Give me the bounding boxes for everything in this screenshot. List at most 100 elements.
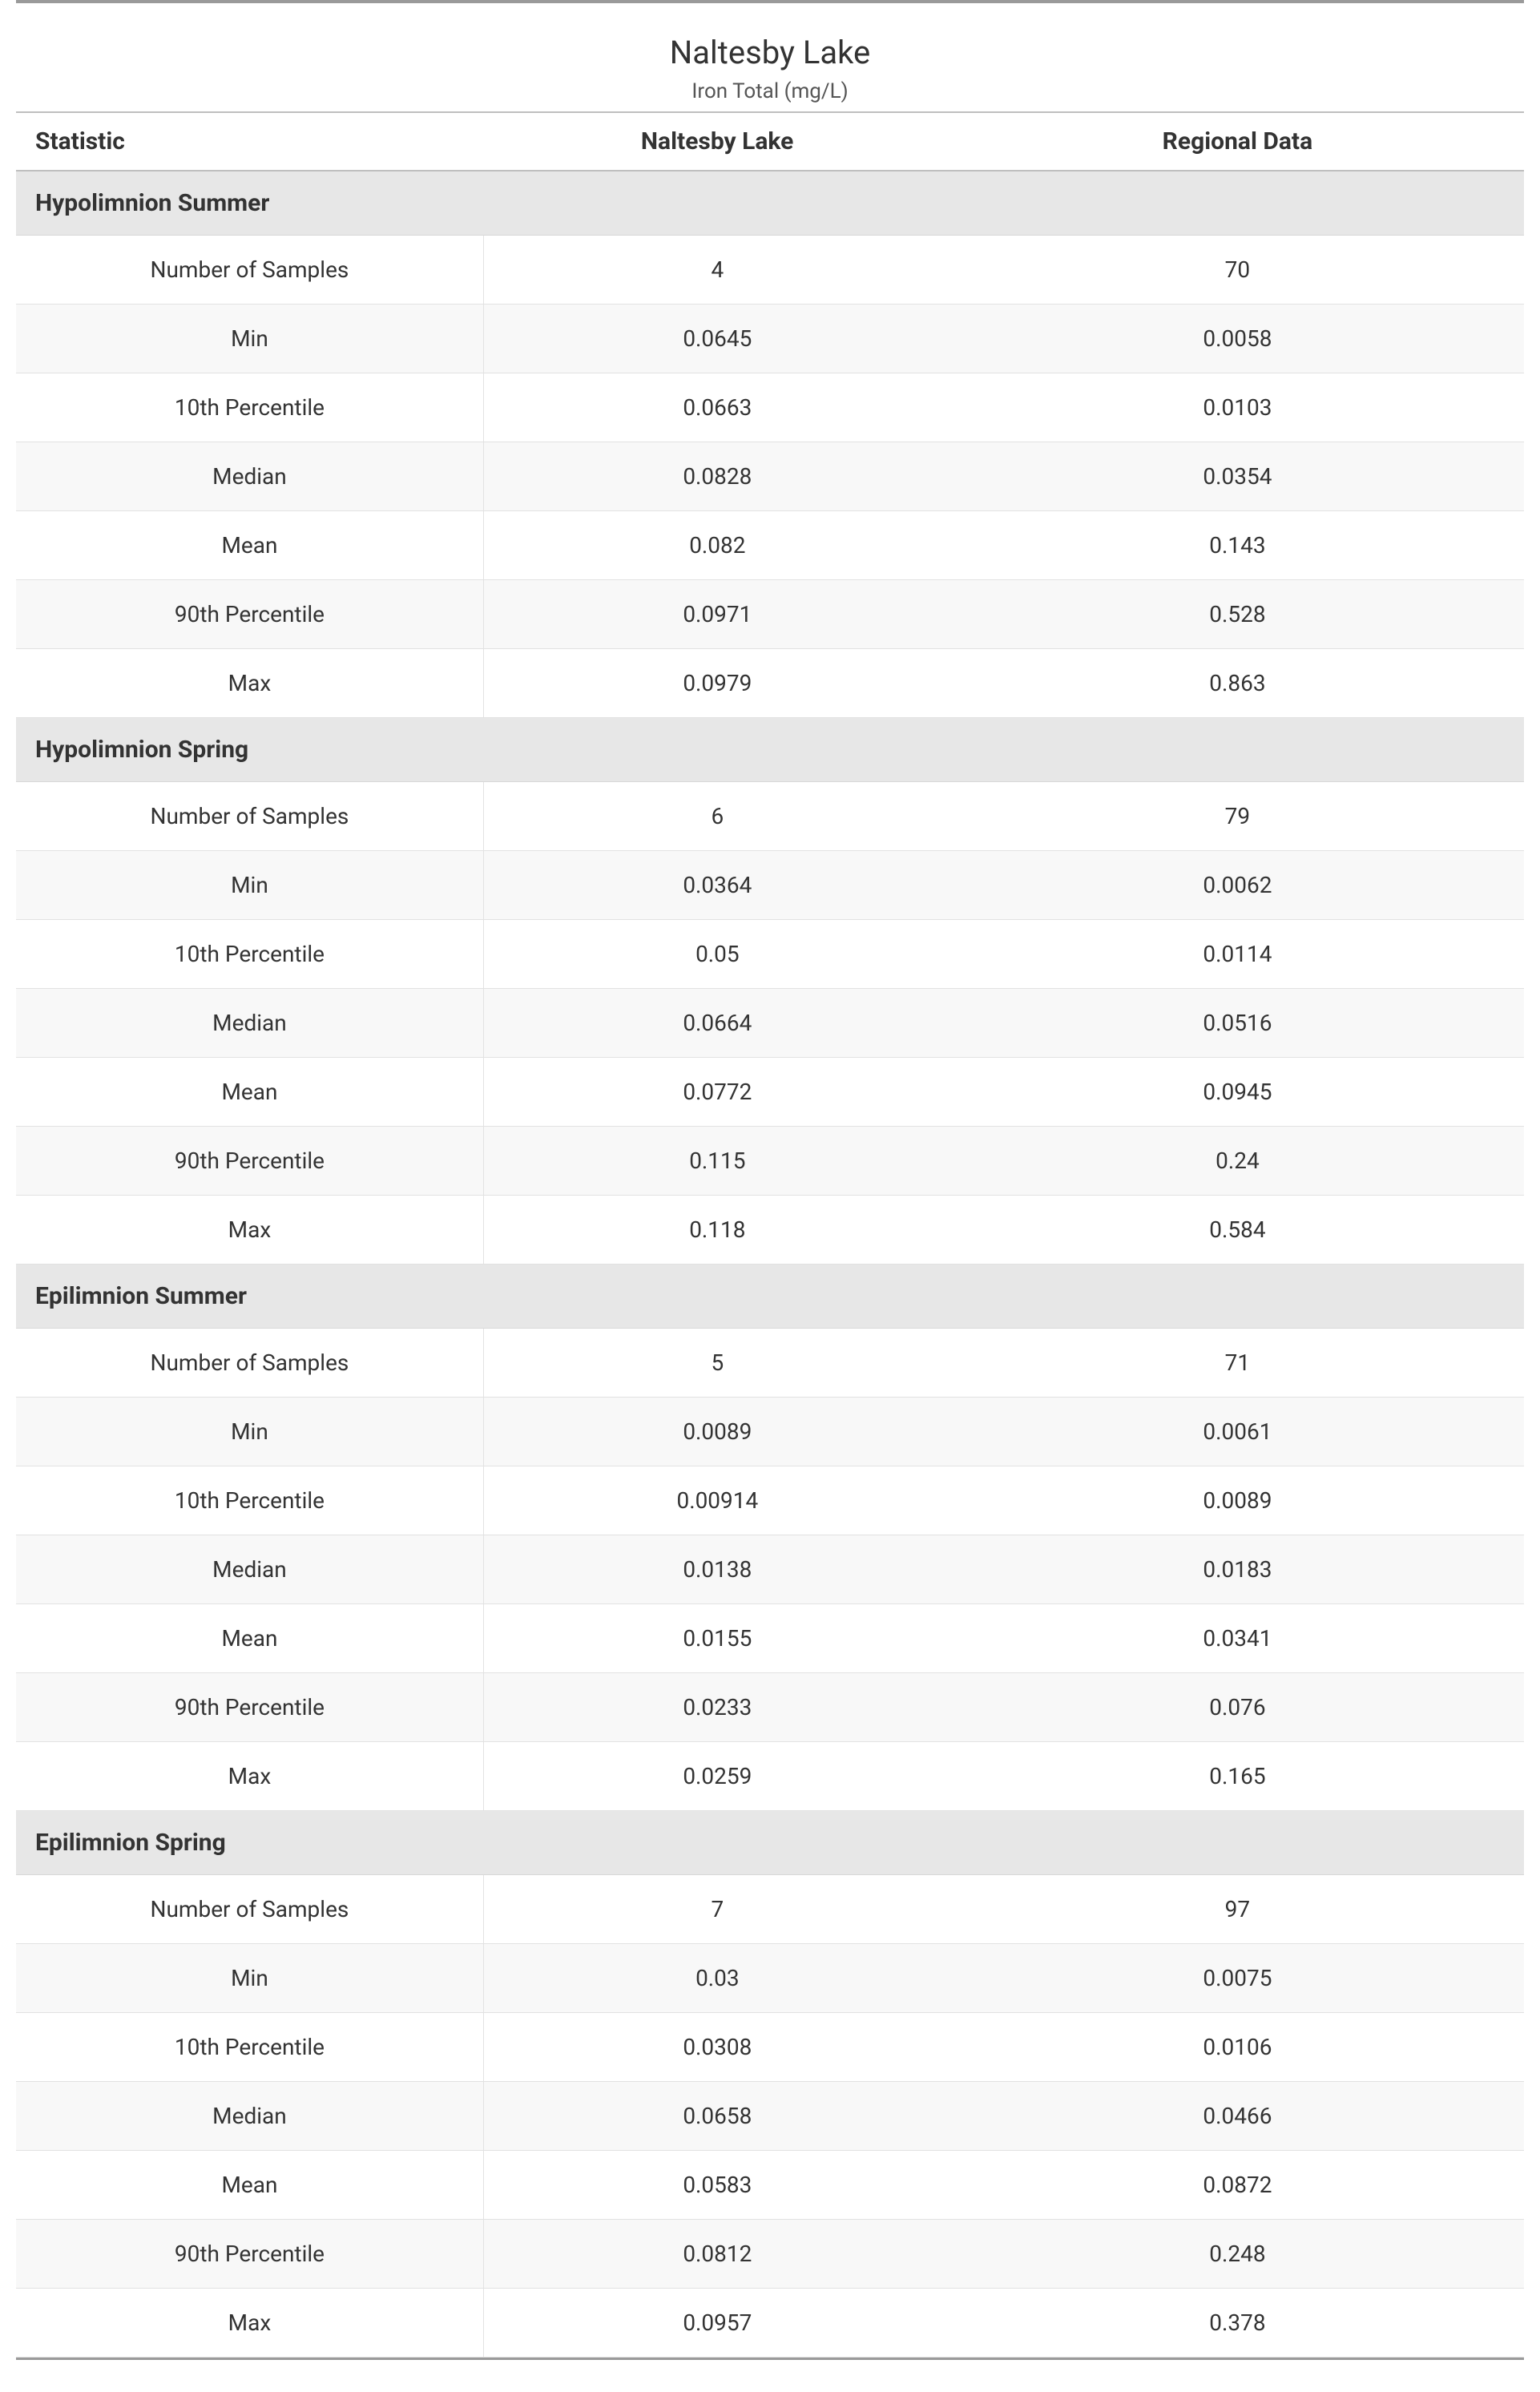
- regional-value: 97: [951, 1875, 1524, 1944]
- stat-label: Median: [16, 442, 483, 511]
- lake-value: 7: [483, 1875, 950, 1944]
- lake-value: 0.0812: [483, 2220, 950, 2289]
- table-row: Number of Samples679: [16, 782, 1524, 851]
- table-row: Number of Samples571: [16, 1329, 1524, 1398]
- page-container: Naltesby Lake Iron Total (mg/L) Statisti…: [0, 0, 1540, 2392]
- section-title: Hypolimnion Summer: [16, 171, 1524, 236]
- table-row: Max0.09570.378: [16, 2289, 1524, 2358]
- table-row: Min0.00890.0061: [16, 1398, 1524, 1466]
- regional-value: 0.165: [951, 1742, 1524, 1811]
- section-header-row: Epilimnion Spring: [16, 1811, 1524, 1875]
- lake-value: 0.115: [483, 1127, 950, 1196]
- stat-label: 90th Percentile: [16, 1127, 483, 1196]
- table-row: Mean0.0820.143: [16, 511, 1524, 580]
- table-row: Median0.01380.0183: [16, 1535, 1524, 1604]
- table-row: 90th Percentile0.08120.248: [16, 2220, 1524, 2289]
- stat-label: Mean: [16, 1604, 483, 1673]
- regional-value: 0.0341: [951, 1604, 1524, 1673]
- table-row: 90th Percentile0.09710.528: [16, 580, 1524, 649]
- lake-value: 0.05: [483, 920, 950, 989]
- section-title: Epilimnion Summer: [16, 1265, 1524, 1329]
- stat-label: 90th Percentile: [16, 1673, 483, 1742]
- regional-value: 0.248: [951, 2220, 1524, 2289]
- table-row: Median0.06640.0516: [16, 989, 1524, 1058]
- stat-label: 90th Percentile: [16, 2220, 483, 2289]
- stat-label: Median: [16, 1535, 483, 1604]
- lake-value: 0.0155: [483, 1604, 950, 1673]
- regional-value: 70: [951, 236, 1524, 305]
- stat-label: Min: [16, 305, 483, 373]
- stat-label: Min: [16, 1398, 483, 1466]
- stat-label: Max: [16, 1742, 483, 1811]
- table-row: 10th Percentile0.009140.0089: [16, 1466, 1524, 1535]
- stat-label: Median: [16, 2082, 483, 2151]
- lake-value: 0.0138: [483, 1535, 950, 1604]
- table-row: Median0.06580.0466: [16, 2082, 1524, 2151]
- lake-value: 0.0364: [483, 851, 950, 920]
- regional-value: 0.24: [951, 1127, 1524, 1196]
- table-row: 90th Percentile0.02330.076: [16, 1673, 1524, 1742]
- regional-value: 0.0945: [951, 1058, 1524, 1127]
- lake-value: 0.118: [483, 1196, 950, 1265]
- col-header-statistic: Statistic: [16, 112, 483, 171]
- stat-label: Number of Samples: [16, 1329, 483, 1398]
- stat-label: Max: [16, 649, 483, 718]
- table-row: Max0.02590.165: [16, 1742, 1524, 1811]
- lake-value: 0.0971: [483, 580, 950, 649]
- table-row: Mean0.05830.0872: [16, 2151, 1524, 2220]
- table-row: Max0.1180.584: [16, 1196, 1524, 1265]
- section-header-row: Hypolimnion Summer: [16, 171, 1524, 236]
- stat-label: Max: [16, 2289, 483, 2358]
- regional-value: 0.0114: [951, 920, 1524, 989]
- top-rule: [16, 0, 1524, 3]
- table-row: 10th Percentile0.03080.0106: [16, 2013, 1524, 2082]
- regional-value: 0.863: [951, 649, 1524, 718]
- table-row: 90th Percentile0.1150.24: [16, 1127, 1524, 1196]
- lake-value: 4: [483, 236, 950, 305]
- stat-label: Max: [16, 1196, 483, 1265]
- lake-value: 0.0664: [483, 989, 950, 1058]
- lake-value: 0.0979: [483, 649, 950, 718]
- col-header-regional: Regional Data: [951, 112, 1524, 171]
- stat-label: Median: [16, 989, 483, 1058]
- table-row: Number of Samples797: [16, 1875, 1524, 1944]
- lake-value: 0.0663: [483, 373, 950, 442]
- table-row: Median0.08280.0354: [16, 442, 1524, 511]
- regional-value: 0.0062: [951, 851, 1524, 920]
- table-body: Hypolimnion SummerNumber of Samples470Mi…: [16, 171, 1524, 2358]
- regional-value: 0.584: [951, 1196, 1524, 1265]
- regional-value: 0.528: [951, 580, 1524, 649]
- lake-value: 0.00914: [483, 1466, 950, 1535]
- stat-label: 90th Percentile: [16, 580, 483, 649]
- stat-label: 10th Percentile: [16, 2013, 483, 2082]
- regional-value: 0.0354: [951, 442, 1524, 511]
- table-row: Min0.030.0075: [16, 1944, 1524, 2013]
- regional-value: 0.0872: [951, 2151, 1524, 2220]
- lake-value: 0.0645: [483, 305, 950, 373]
- stat-label: Min: [16, 1944, 483, 2013]
- table-row: Min0.03640.0062: [16, 851, 1524, 920]
- lake-value: 0.082: [483, 511, 950, 580]
- lake-value: 0.0259: [483, 1742, 950, 1811]
- section-title: Epilimnion Spring: [16, 1811, 1524, 1875]
- regional-value: 0.0516: [951, 989, 1524, 1058]
- stat-label: Mean: [16, 1058, 483, 1127]
- table-row: Mean0.07720.0945: [16, 1058, 1524, 1127]
- stat-label: Mean: [16, 511, 483, 580]
- regional-value: 79: [951, 782, 1524, 851]
- lake-value: 0.03: [483, 1944, 950, 2013]
- regional-value: 0.0106: [951, 2013, 1524, 2082]
- stat-label: 10th Percentile: [16, 373, 483, 442]
- table-row: Number of Samples470: [16, 236, 1524, 305]
- stat-label: 10th Percentile: [16, 1466, 483, 1535]
- section-title: Hypolimnion Spring: [16, 718, 1524, 782]
- table-row: Min0.06450.0058: [16, 305, 1524, 373]
- regional-value: 0.378: [951, 2289, 1524, 2358]
- regional-value: 0.0103: [951, 373, 1524, 442]
- section-header-row: Hypolimnion Spring: [16, 718, 1524, 782]
- regional-value: 0.0089: [951, 1466, 1524, 1535]
- lake-value: 0.0089: [483, 1398, 950, 1466]
- lake-value: 0.0828: [483, 442, 950, 511]
- stat-label: Number of Samples: [16, 236, 483, 305]
- regional-value: 0.0058: [951, 305, 1524, 373]
